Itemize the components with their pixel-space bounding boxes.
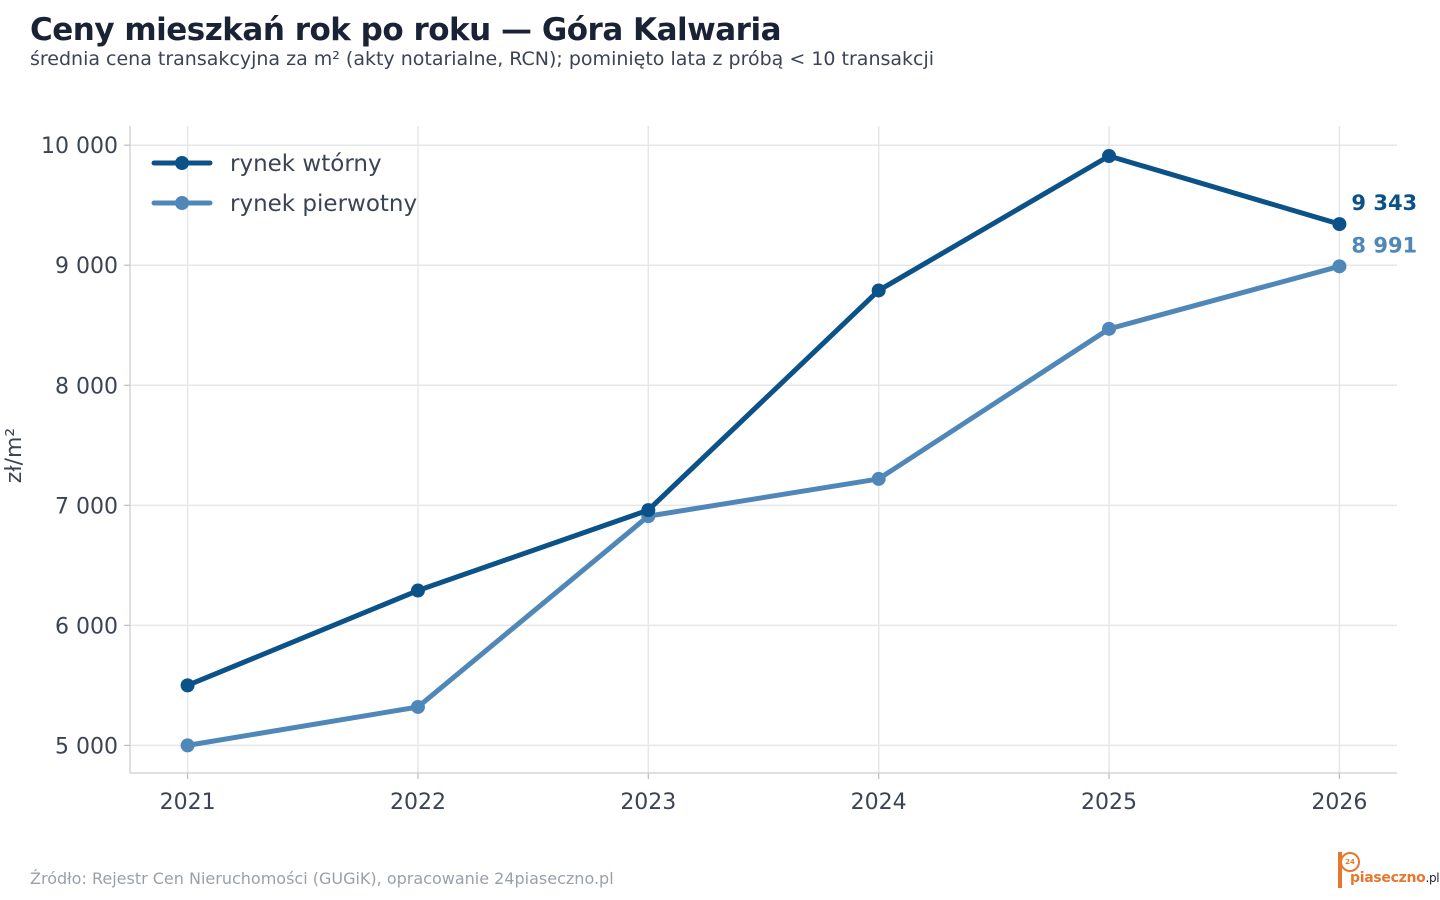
- data-point: [1332, 217, 1347, 232]
- data-point: [180, 678, 195, 693]
- y-tick-label: 5 000: [55, 734, 118, 759]
- legend-label: rynek pierwotny: [230, 191, 417, 217]
- y-tick-label: 8 000: [55, 374, 118, 399]
- logo: piaseczno.pl: [1350, 870, 1440, 886]
- logo-badge: 24: [1340, 852, 1360, 872]
- x-tick-label: 2026: [1311, 790, 1367, 815]
- data-point: [1332, 259, 1347, 274]
- series-line: [185, 153, 1342, 688]
- grid: [130, 126, 1397, 773]
- x-tick-label: 2022: [390, 790, 446, 815]
- y-tick-label: 10 000: [41, 134, 118, 159]
- logo-suffix: .pl: [1425, 871, 1440, 885]
- y-tick-label: 6 000: [55, 614, 118, 639]
- data-point: [410, 583, 425, 598]
- end-value-label: 8 991: [1351, 233, 1417, 257]
- data-point: [180, 738, 195, 753]
- logo-main: piaseczno: [1350, 870, 1426, 886]
- data-point: [871, 283, 886, 298]
- x-tick-label: 2021: [160, 790, 216, 815]
- legend-swatch-marker: [175, 196, 189, 210]
- legend: rynek wtórny rynek pierwotny: [151, 151, 417, 217]
- source-note: Źródło: Rejestr Cen Nieruchomości (GUGiK…: [30, 869, 614, 888]
- data-point: [641, 503, 656, 518]
- x-tick-label: 2025: [1081, 790, 1137, 815]
- data-point: [1102, 321, 1117, 336]
- chart-subtitle: średnia cena transakcyjna za m² (akty no…: [30, 48, 935, 70]
- y-axis-label: zł/m²: [2, 428, 27, 483]
- x-tick-label: 2024: [851, 790, 907, 815]
- end-labels: 8 991 9 343: [1351, 191, 1417, 257]
- logo-bar: [1338, 852, 1342, 888]
- series-line: [185, 263, 1342, 748]
- y-tick-label: 9 000: [55, 254, 118, 279]
- series: [180, 149, 1347, 753]
- legend-swatch-marker: [175, 156, 189, 170]
- data-point: [1102, 149, 1117, 164]
- x-tick-label: 2023: [620, 790, 676, 815]
- y-tick-label: 7 000: [55, 494, 118, 519]
- chart-title: Ceny mieszkań rok po roku — Góra Kalwari…: [30, 12, 782, 48]
- axes: 5 000 6 000 7 000 8 000 9 000 10 000 2021 2022 2…: [2, 126, 1397, 815]
- data-point: [410, 699, 425, 714]
- end-value-label: 9 343: [1351, 191, 1417, 215]
- legend-label: rynek wtórny: [230, 151, 382, 177]
- data-point: [871, 471, 886, 486]
